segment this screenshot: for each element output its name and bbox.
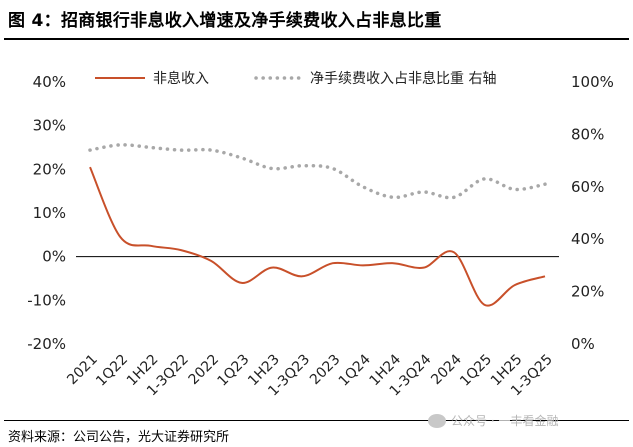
- right-tick-label: 40%: [571, 230, 604, 248]
- x-axis-ticks: 20211Q221H221-3Q2220221Q231H231-3Q232023…: [64, 351, 556, 399]
- source-note: 资料来源：公司公告，光大证券研究所: [8, 430, 230, 445]
- legend-label-non-interest-income: 非息收入: [153, 70, 209, 87]
- x-tick-label: 1Q22: [93, 352, 131, 390]
- right-axis-ticks: 0% 20% 40% 60% 80% 100%: [571, 73, 614, 353]
- series-layer: [88, 143, 547, 307]
- right-tick-label: 80%: [571, 125, 604, 143]
- left-tick-label: 20%: [33, 160, 66, 178]
- x-tick-label: 1Q25: [457, 352, 495, 390]
- right-tick-label: 60%: [571, 178, 604, 196]
- x-tick-label: 2024: [428, 351, 465, 388]
- left-tick-label: -10%: [27, 291, 66, 309]
- watermark-text: 公众号 · 一丰看金融: [451, 414, 559, 428]
- chart-title: 图 4：招商银行非息收入增速及净手续费收入占非息比重: [8, 11, 442, 31]
- series-line-non-interest-income: [89, 166, 546, 307]
- title-divider: [4, 38, 629, 40]
- x-tick-label: 1Q23: [214, 352, 252, 390]
- watermark: 公众号 · 一丰看金融: [428, 412, 558, 429]
- x-tick-label: 2023: [307, 352, 344, 389]
- right-tick-label: 0%: [571, 335, 595, 353]
- x-tick-label: 2022: [186, 352, 223, 389]
- x-tick-label: 2021: [64, 352, 101, 389]
- left-tick-label: 10%: [33, 204, 66, 222]
- series-line-fee-share: [88, 143, 547, 200]
- left-tick-label: -20%: [27, 335, 66, 353]
- chart-canvas: -20% -10% 0% 10% 20% 30% 40% 0% 20% 40% 60% 80% 100…: [27, 70, 614, 399]
- left-tick-label: 0%: [42, 248, 66, 266]
- wechat-icon: [428, 413, 446, 428]
- footer-divider: [4, 420, 629, 421]
- x-tick-label: 1Q24: [336, 351, 374, 389]
- legend-label-fee-share: 净手续费收入占非息比重 右轴: [310, 70, 496, 87]
- right-tick-label: 20%: [571, 283, 604, 301]
- legend: 非息收入 净手续费收入占非息比重 右轴: [95, 70, 496, 87]
- left-tick-label: 30%: [33, 117, 66, 135]
- right-tick-label: 100%: [571, 73, 614, 91]
- left-tick-label: 40%: [33, 73, 66, 91]
- left-axis-ticks: -20% -10% 0% 10% 20% 30% 40%: [27, 73, 66, 353]
